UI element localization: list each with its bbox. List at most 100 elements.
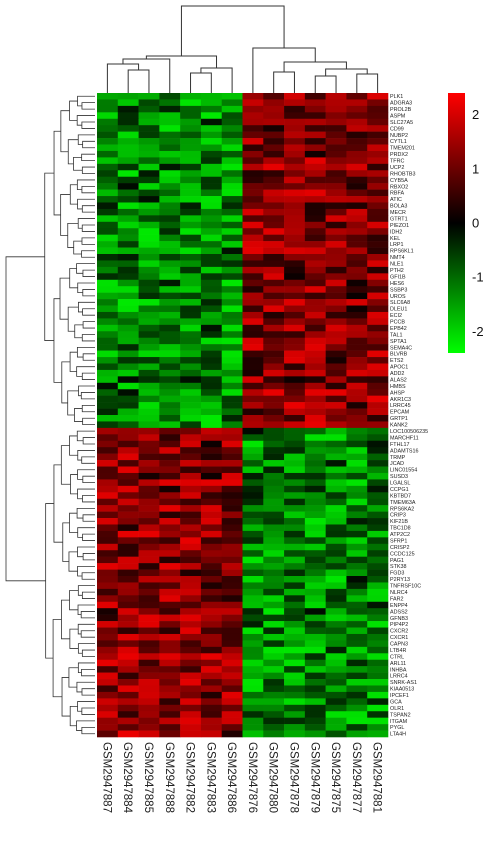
heatmap-cell — [221, 563, 243, 570]
heatmap-cell — [117, 550, 139, 557]
heatmap-cell — [346, 569, 368, 577]
heatmap-cell — [284, 215, 306, 223]
row-label: KEL — [390, 236, 400, 242]
heatmap-cell — [221, 337, 243, 345]
heatmap-cell — [346, 292, 368, 300]
heatmap-cell — [200, 646, 223, 654]
heatmap-cell — [242, 331, 264, 339]
heatmap-cell — [97, 724, 119, 731]
heatmap-cell — [200, 208, 223, 216]
heatmap-cell — [242, 189, 264, 197]
heatmap-cell — [367, 524, 389, 532]
heatmap-cell — [159, 150, 181, 158]
row-label: PROL2B — [390, 107, 412, 113]
heatmap-cell — [159, 93, 181, 100]
heatmap-cell — [138, 350, 160, 358]
heatmap-cell — [97, 666, 119, 673]
heatmap-cell — [367, 228, 389, 235]
heatmap-cell — [304, 170, 326, 178]
heatmap-cell — [367, 672, 389, 680]
heatmap-cell — [325, 208, 347, 216]
heatmap-cell — [367, 569, 389, 577]
heatmap-cell — [221, 311, 243, 319]
heatmap-cell — [117, 485, 139, 493]
heatmap-cell — [221, 189, 243, 197]
heatmap-cell — [97, 157, 119, 165]
heatmap-cell — [221, 588, 243, 596]
heatmap-cell — [263, 672, 285, 680]
heatmap-cell — [138, 588, 160, 596]
heatmap-cell — [242, 260, 264, 268]
heatmap-cell — [325, 357, 347, 364]
heatmap-cell — [242, 176, 264, 184]
heatmap-cell — [97, 711, 119, 718]
heatmap-cell — [346, 717, 368, 725]
heatmap-cell — [346, 286, 368, 293]
heatmap-cell — [263, 331, 285, 339]
heatmap-cell — [263, 563, 285, 570]
heatmap-cell — [263, 569, 285, 577]
dendrogram-branch — [73, 240, 82, 255]
heatmap-cell — [97, 138, 119, 145]
heatmap-cell — [242, 234, 264, 242]
heatmap-cell — [242, 550, 264, 557]
heatmap-cell — [180, 241, 202, 248]
dendrogram-branch — [77, 450, 95, 461]
dendrogram-branch — [283, 61, 347, 72]
heatmap-cell — [263, 170, 285, 178]
heatmap-cell — [263, 196, 285, 203]
heatmap-cell — [138, 176, 160, 184]
heatmap-cell — [325, 215, 347, 223]
dendrogram-branch — [325, 68, 368, 76]
heatmap-cell — [180, 447, 202, 454]
heatmap-cell — [325, 331, 347, 339]
heatmap-cell — [367, 595, 389, 603]
heatmap-cell — [304, 299, 326, 306]
heatmap-cell — [325, 324, 347, 332]
heatmap-cell — [97, 582, 119, 590]
dendrogram-branch — [77, 282, 95, 294]
heatmap-cell — [367, 498, 389, 506]
heatmap-cell — [242, 221, 264, 229]
dendrogram-branch — [81, 121, 95, 129]
heatmap-cell — [97, 337, 119, 345]
heatmap-cell — [117, 666, 139, 673]
heatmap-cell — [367, 163, 389, 171]
heatmap-cell — [180, 633, 202, 641]
heatmap-cell — [304, 511, 326, 519]
heatmap-cell — [325, 595, 347, 603]
heatmap-cell — [221, 472, 243, 480]
heatmap-cell — [180, 717, 202, 725]
heatmap-cell — [284, 93, 306, 100]
heatmap-cell — [200, 485, 223, 493]
heatmap-cell — [117, 498, 139, 506]
heatmap-cell — [346, 576, 368, 583]
heatmap-cell — [138, 582, 160, 590]
heatmap-cell — [304, 208, 326, 216]
heatmap-cell — [117, 176, 139, 184]
heatmap-cell — [159, 633, 181, 641]
dendrogram-branch — [77, 218, 95, 229]
heatmap-cell — [159, 324, 181, 332]
heatmap-cell — [117, 447, 139, 454]
heatmap-cell — [97, 150, 119, 158]
heatmap-cell — [284, 234, 306, 242]
heatmap-cell — [325, 543, 347, 551]
heatmap-cell — [97, 415, 119, 422]
heatmap-cell — [325, 717, 347, 725]
heatmap-cell — [325, 266, 347, 274]
heatmap-cell — [221, 447, 243, 454]
heatmap-cell — [304, 453, 326, 461]
row-label: PCCB — [390, 320, 405, 326]
heatmap-cell — [117, 653, 139, 661]
heatmap-cell — [97, 485, 119, 493]
heatmap-cell — [325, 176, 347, 184]
heatmap-cell — [117, 382, 139, 390]
heatmap-cell — [346, 550, 368, 557]
heatmap-cell — [97, 208, 119, 216]
heatmap-cell — [263, 530, 285, 538]
row-label: UCP2 — [390, 165, 404, 171]
heatmap-cell — [159, 99, 181, 107]
heatmap-cell — [304, 144, 326, 152]
